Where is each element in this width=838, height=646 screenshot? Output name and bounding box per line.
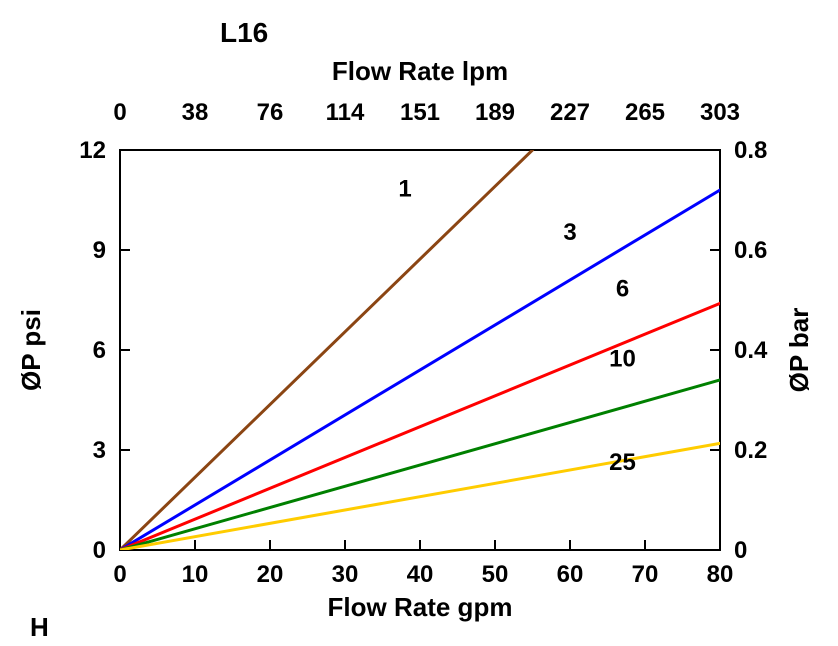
y-left-axis-label: ØP psi (16, 309, 46, 391)
x-bottom-tick-label: 0 (113, 561, 126, 588)
x-top-axis-label: Flow Rate lpm (332, 56, 508, 86)
x-top-tick-label: 38 (182, 99, 209, 126)
x-top-tick-label: 76 (257, 99, 284, 126)
y-left-tick-label: 9 (93, 237, 106, 264)
y-left-tick-label: 12 (79, 137, 106, 164)
series-label-6: 6 (616, 276, 629, 303)
y-right-tick-label: 0.8 (734, 137, 767, 164)
x-bottom-axis-label: Flow Rate gpm (328, 592, 513, 622)
x-bottom-tick-label: 60 (557, 561, 584, 588)
x-top-tick-label: 303 (700, 99, 740, 126)
series-label-1: 1 (398, 176, 411, 203)
series-label-25: 25 (609, 449, 636, 476)
y-right-tick-label: 0.2 (734, 437, 767, 464)
x-bottom-tick-label: 70 (632, 561, 659, 588)
y-left-tick-label: 3 (93, 437, 106, 464)
x-top-tick-label: 0 (113, 99, 126, 126)
x-top-tick-label: 227 (550, 99, 590, 126)
y-right-tick-label: 0 (734, 537, 747, 564)
y-right-tick-label: 0.6 (734, 237, 767, 264)
x-top-tick-label: 114 (326, 99, 365, 126)
chart-container: L16Flow Rate lpm038761141511892272653030… (0, 0, 838, 646)
x-top-tick-label: 151 (400, 99, 440, 126)
x-bottom-tick-label: 80 (707, 561, 734, 588)
chart-title: L16 (220, 17, 268, 48)
y-right-axis-label: ØP bar (784, 308, 814, 393)
x-top-tick-label: 265 (625, 99, 665, 126)
series-label-3: 3 (563, 219, 576, 246)
x-bottom-tick-label: 10 (182, 561, 209, 588)
chart-svg: L16Flow Rate lpm038761141511892272653030… (0, 0, 838, 646)
y-left-tick-label: 6 (93, 337, 106, 364)
y-left-tick-label: 0 (93, 537, 106, 564)
x-bottom-tick-label: 50 (482, 561, 509, 588)
series-label-10: 10 (609, 346, 636, 373)
y-right-tick-label: 0.4 (734, 337, 768, 364)
x-bottom-tick-label: 20 (257, 561, 284, 588)
x-bottom-tick-label: 30 (332, 561, 359, 588)
corner-label: H (30, 612, 49, 642)
x-bottom-tick-label: 40 (407, 561, 434, 588)
x-top-tick-label: 189 (475, 99, 515, 126)
